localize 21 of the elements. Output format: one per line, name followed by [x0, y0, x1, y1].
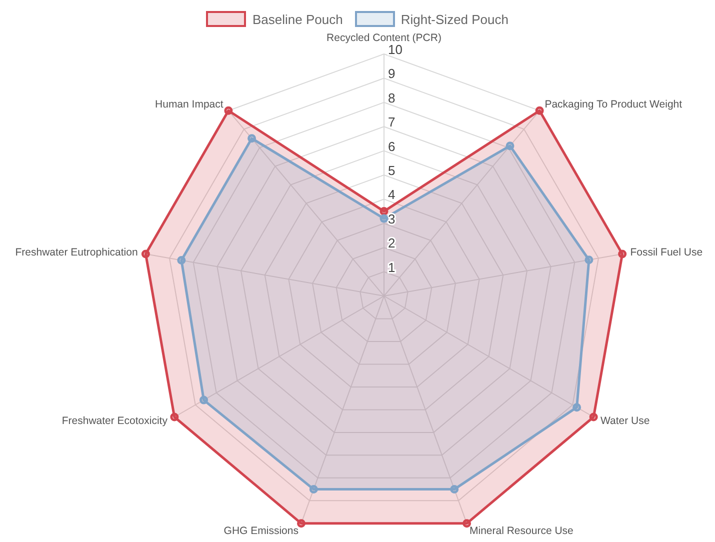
y-tick-label: 1 [388, 260, 396, 275]
spoke-label: Fossil Fuel Use [630, 246, 703, 259]
legend-label: Baseline Pouch [252, 12, 343, 26]
legend-label: Right-Sized Pouch [400, 12, 508, 26]
y-tick-label: 2 [388, 236, 396, 251]
y-tick-label: 6 [388, 138, 396, 154]
y-tick-label: 3 [388, 211, 396, 226]
y-tick-label: 4 [388, 187, 396, 202]
spoke-label: Human Impact [155, 98, 224, 110]
spoke-label: Water Use [600, 415, 650, 427]
y-tick-label: 10 [388, 42, 402, 57]
spoke-label: Mineral Resource Use [470, 524, 574, 537]
spoke-label: Freshwater Eutrophication [15, 246, 138, 259]
y-tick-label: 9 [388, 66, 396, 82]
y-tick-label: 5 [388, 163, 396, 178]
spoke-label: Freshwater Ecotoxicity [62, 415, 168, 427]
spoke-label: Recycled Content (PCR) [326, 32, 442, 44]
y-tick-label: 7 [388, 114, 396, 130]
spoke-label: Packaging To Product Weight [544, 98, 682, 110]
spoke-label: GHG Emissions [224, 524, 298, 537]
y-tick-label: 8 [388, 90, 396, 106]
